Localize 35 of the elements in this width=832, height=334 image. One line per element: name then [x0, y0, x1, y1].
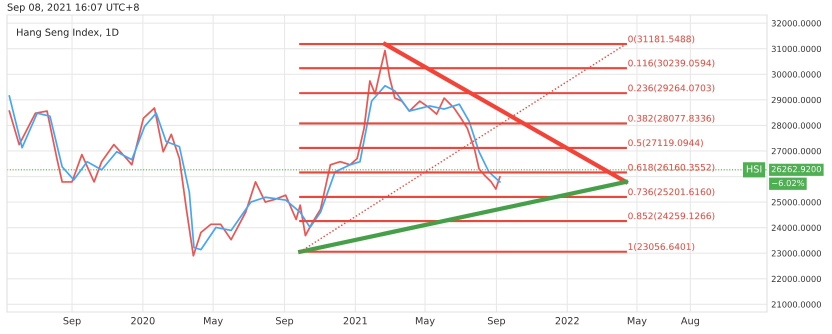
y-tick-label: 27000.0000	[772, 148, 821, 154]
x-tick-label: 2022	[556, 317, 579, 324]
y-tick-label: 24000.0000	[772, 224, 821, 231]
x-tick-label: May	[204, 317, 223, 326]
annotation: 0.736(25201.6160)	[628, 188, 714, 196]
x-tick-label: 2020	[131, 317, 155, 324]
annotation: 0.382(28077.8336)	[628, 114, 714, 123]
x-tick-label: Sep	[488, 317, 506, 326]
x-tick-label: Sep	[64, 317, 81, 326]
y-tick-label: 22000.0000	[772, 276, 821, 282]
annotation: 0.236(29264.0703)	[628, 84, 714, 92]
y-tick-label: 29000.0000	[772, 96, 821, 104]
annotation: 0.5(27119.0944)	[628, 139, 703, 148]
annotation: 1(23056.6401)	[628, 243, 694, 252]
text: 26262.9200	[772, 166, 821, 172]
text: Hang Seng Index, 1D	[17, 28, 118, 38]
annotation: 0.618(26160.3552)	[628, 164, 714, 172]
annotation: 0.116(30239.0594)	[628, 59, 714, 68]
ref-line-label: HSI	[746, 165, 762, 173]
text: −6.02%	[772, 180, 804, 186]
annotation: 0.852(24259.1266)	[628, 212, 714, 220]
y-tick-label: 30000.0000	[772, 71, 821, 78]
y-tick-label: 25000.0000	[772, 199, 821, 206]
y-tick-label: 28000.0000	[772, 122, 821, 129]
x-tick-label: 2021	[344, 317, 367, 324]
x-tick-label: May	[628, 317, 647, 326]
x-tick-label: Aug	[680, 317, 699, 326]
y-tick-label: 32000.0000	[772, 20, 821, 26]
annotation: 0(31181.5488)	[628, 35, 694, 44]
text: Sep 08, 2021 16:07 UTC+8	[8, 3, 139, 13]
x-tick-label: Sep	[276, 317, 294, 326]
x-tick-label: May	[416, 317, 435, 326]
y-tick-label: 23000.0000	[772, 250, 821, 256]
y-tick-label: 31000.0000	[772, 46, 821, 52]
y-tick-label: 21000.0000	[772, 301, 821, 308]
